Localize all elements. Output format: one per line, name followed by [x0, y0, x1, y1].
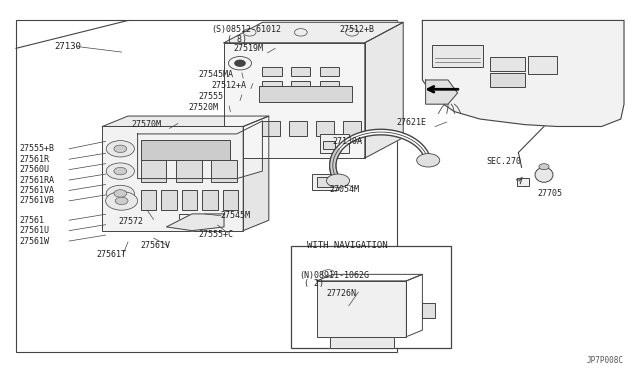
Bar	[422, 303, 435, 318]
Polygon shape	[138, 121, 262, 179]
Polygon shape	[406, 275, 422, 337]
Polygon shape	[224, 22, 403, 43]
Text: JP7P008C: JP7P008C	[587, 356, 624, 365]
Text: 27570M: 27570M	[131, 120, 161, 129]
Bar	[141, 190, 156, 210]
Text: 27130A: 27130A	[333, 137, 363, 146]
Polygon shape	[330, 337, 394, 348]
Circle shape	[106, 192, 138, 210]
Text: 27555: 27555	[198, 92, 223, 101]
Polygon shape	[102, 116, 269, 126]
Circle shape	[539, 164, 549, 170]
Circle shape	[106, 185, 134, 202]
Text: 27561R: 27561R	[19, 155, 49, 164]
Circle shape	[235, 60, 245, 66]
Bar	[291, 81, 310, 90]
Bar	[432, 45, 483, 67]
Text: 27561T: 27561T	[96, 250, 126, 259]
Polygon shape	[317, 275, 422, 281]
Text: 27054M: 27054M	[330, 185, 360, 194]
Text: 27561VA: 27561VA	[19, 186, 54, 195]
Text: ( 2): ( 2)	[304, 279, 324, 288]
Bar	[259, 86, 352, 102]
Text: SEC.270: SEC.270	[486, 157, 522, 166]
Bar	[317, 177, 333, 187]
Circle shape	[114, 190, 127, 197]
Bar	[320, 67, 339, 76]
Bar	[316, 121, 334, 136]
Bar	[320, 81, 339, 90]
Circle shape	[114, 145, 127, 153]
Ellipse shape	[535, 167, 553, 182]
Polygon shape	[426, 80, 458, 104]
Circle shape	[326, 174, 349, 187]
Circle shape	[115, 197, 128, 205]
Circle shape	[106, 141, 134, 157]
Text: 27545MA: 27545MA	[198, 70, 234, 79]
Bar	[262, 121, 280, 136]
Text: WITH NAVIGATION: WITH NAVIGATION	[307, 241, 388, 250]
Text: 27561W: 27561W	[19, 237, 49, 246]
Polygon shape	[422, 20, 624, 126]
Text: ( 8): ( 8)	[227, 35, 247, 44]
Bar	[291, 246, 451, 348]
Bar	[211, 160, 237, 182]
Bar	[312, 174, 338, 190]
Text: 27561V: 27561V	[141, 241, 171, 250]
Text: 27555+B: 27555+B	[19, 144, 54, 153]
Bar	[141, 160, 166, 182]
Bar	[490, 73, 525, 87]
Circle shape	[114, 167, 127, 175]
Bar	[323, 141, 335, 149]
Bar	[262, 67, 282, 76]
Circle shape	[417, 154, 440, 167]
Bar	[343, 121, 361, 136]
Bar	[161, 190, 177, 210]
Bar	[289, 121, 307, 136]
Text: 27621E: 27621E	[397, 118, 427, 127]
Text: 27520M: 27520M	[189, 103, 219, 112]
Text: 27726N: 27726N	[326, 289, 356, 298]
Text: (S)08512-61012: (S)08512-61012	[211, 25, 281, 34]
Bar	[224, 43, 365, 158]
Text: 27705: 27705	[538, 189, 563, 198]
Text: 27555+C: 27555+C	[198, 230, 234, 239]
Bar	[317, 281, 406, 337]
Text: 27561RA: 27561RA	[19, 176, 54, 185]
Bar	[223, 190, 238, 210]
Polygon shape	[16, 20, 397, 352]
Bar	[179, 214, 195, 221]
Text: 27560U: 27560U	[19, 165, 49, 174]
Bar	[291, 67, 310, 76]
Text: 27561: 27561	[19, 216, 44, 225]
Bar	[517, 178, 529, 186]
Polygon shape	[166, 214, 224, 231]
Polygon shape	[365, 22, 403, 158]
Bar	[141, 140, 230, 160]
Bar	[176, 160, 202, 182]
Text: 27512+A: 27512+A	[211, 81, 246, 90]
Bar	[202, 190, 218, 210]
Text: (N)08911-1062G: (N)08911-1062G	[300, 271, 369, 280]
Text: 27561U: 27561U	[19, 226, 49, 235]
Bar	[262, 81, 282, 90]
Text: 27545M: 27545M	[221, 211, 251, 220]
Text: 27519M: 27519M	[234, 44, 264, 53]
Text: 27561VB: 27561VB	[19, 196, 54, 205]
Bar	[320, 134, 349, 153]
Bar	[182, 190, 197, 210]
Text: 27130: 27130	[54, 42, 81, 51]
Circle shape	[106, 163, 134, 179]
Polygon shape	[243, 116, 269, 231]
Bar	[490, 57, 525, 71]
Text: 27572: 27572	[118, 217, 143, 226]
Bar	[102, 126, 243, 231]
Bar	[528, 56, 557, 74]
Text: 27512+B: 27512+B	[339, 25, 374, 34]
